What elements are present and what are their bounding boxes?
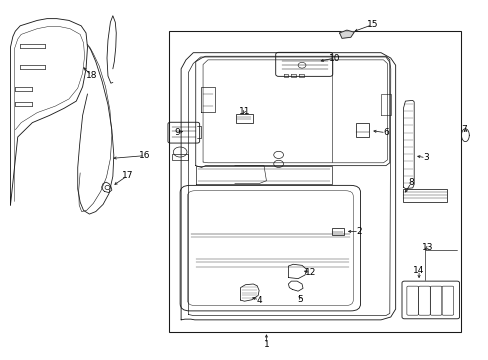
- Text: 1: 1: [263, 340, 269, 349]
- Text: 12: 12: [305, 268, 316, 277]
- Text: 11: 11: [238, 107, 250, 116]
- Text: 17: 17: [122, 171, 133, 180]
- Text: 13: 13: [421, 243, 432, 252]
- Text: 6: 6: [382, 128, 388, 137]
- Text: 15: 15: [366, 20, 377, 29]
- Text: 8: 8: [407, 178, 413, 187]
- Text: 10: 10: [328, 54, 339, 63]
- Bar: [172, 154, 187, 160]
- Bar: [331, 228, 344, 234]
- Text: 18: 18: [85, 71, 97, 80]
- Text: 5: 5: [297, 294, 303, 303]
- Bar: [355, 123, 368, 137]
- Text: 2: 2: [356, 227, 361, 236]
- Bar: [403, 189, 447, 202]
- Text: 9: 9: [175, 128, 180, 137]
- Text: 16: 16: [139, 151, 150, 160]
- Text: 3: 3: [422, 153, 428, 162]
- Text: 7: 7: [460, 125, 466, 134]
- Bar: [168, 31, 461, 332]
- Polygon shape: [339, 30, 353, 39]
- Text: 4: 4: [256, 296, 262, 305]
- Bar: [235, 114, 252, 123]
- Text: 14: 14: [412, 266, 424, 275]
